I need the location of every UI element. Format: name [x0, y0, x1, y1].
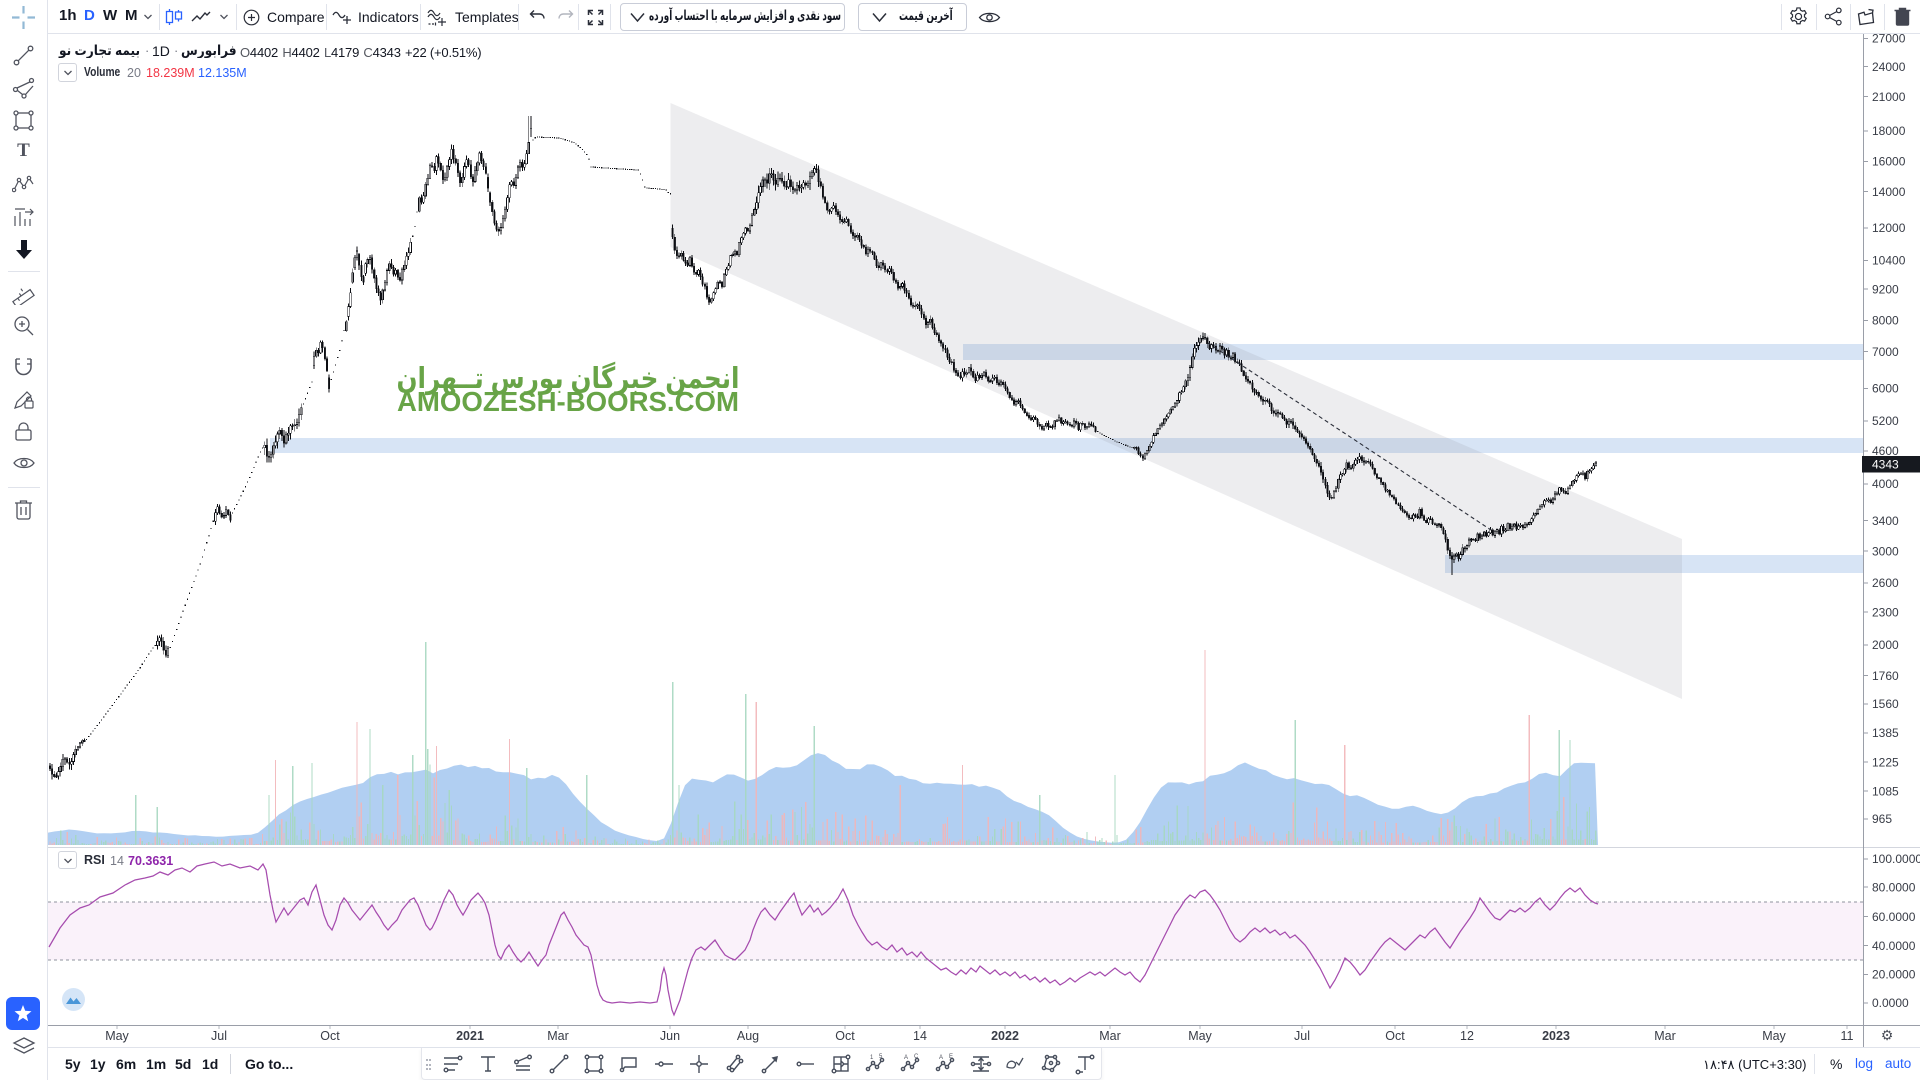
svg-text:Jul: Jul: [211, 1029, 227, 1043]
svg-text:965: 965: [1872, 812, 1892, 826]
svg-text:Jul: Jul: [1294, 1029, 1310, 1043]
svg-text:27000: 27000: [1872, 32, 1906, 46]
svg-text:1385: 1385: [1872, 726, 1899, 740]
svg-text:A: A: [904, 1055, 908, 1061]
svg-text:2000: 2000: [1872, 638, 1899, 652]
svg-text:3000: 3000: [1872, 544, 1899, 558]
svg-text:May: May: [1762, 1029, 1786, 1043]
svg-text:2022: 2022: [991, 1029, 1019, 1043]
svg-text:Oct: Oct: [1385, 1029, 1405, 1043]
svg-text:May: May: [1188, 1029, 1212, 1043]
svg-text:4343: 4343: [1872, 458, 1899, 472]
svg-text:Aug: Aug: [737, 1029, 759, 1043]
svg-text:8000: 8000: [1872, 314, 1899, 328]
svg-text:Mar: Mar: [1654, 1029, 1676, 1043]
svg-text:16000: 16000: [1872, 155, 1906, 169]
svg-text:14: 14: [913, 1029, 927, 1043]
svg-text:11: 11: [1841, 1029, 1854, 1043]
svg-text:12: 12: [1460, 1029, 1474, 1043]
svg-text:May: May: [105, 1029, 129, 1043]
svg-text:2023: 2023: [1542, 1029, 1570, 1043]
svg-text:1: 1: [870, 1055, 874, 1061]
svg-text:4000: 4000: [1872, 477, 1899, 491]
svg-text:3400: 3400: [1872, 514, 1899, 528]
svg-text:AMOOZESH-BOORS.COM: AMOOZESH-BOORS.COM: [397, 386, 739, 417]
svg-text:12000: 12000: [1872, 221, 1906, 235]
svg-text:1225: 1225: [1872, 755, 1899, 769]
svg-text:5: 5: [879, 1054, 883, 1060]
svg-text:1760: 1760: [1872, 669, 1899, 683]
svg-text:80.0000: 80.0000: [1872, 880, 1916, 894]
svg-text:Jun: Jun: [660, 1029, 680, 1043]
svg-text:2021: 2021: [456, 1029, 484, 1043]
svg-text:2300: 2300: [1872, 605, 1899, 619]
svg-text:21000: 21000: [1872, 90, 1906, 104]
svg-text:60.0000: 60.0000: [1872, 910, 1916, 924]
svg-text:40.0000: 40.0000: [1872, 939, 1916, 953]
svg-text:0.0000: 0.0000: [1872, 996, 1909, 1010]
svg-text:10400: 10400: [1872, 254, 1906, 268]
svg-text:انجمن خبرگان بورس تــهران: انجمن خبرگان بورس تــهران: [397, 361, 740, 395]
svg-text:2600: 2600: [1872, 576, 1899, 590]
svg-text:18000: 18000: [1872, 124, 1906, 138]
svg-text:24000: 24000: [1872, 60, 1906, 74]
svg-text:100.0000: 100.0000: [1872, 852, 1920, 866]
svg-text:1560: 1560: [1872, 697, 1899, 711]
svg-text:E: E: [949, 1054, 953, 1060]
svg-text:Oct: Oct: [835, 1029, 855, 1043]
svg-text:Mar: Mar: [547, 1029, 569, 1043]
svg-text:C: C: [914, 1054, 919, 1060]
svg-text:20.0000: 20.0000: [1872, 968, 1916, 982]
svg-text:A: A: [939, 1055, 943, 1061]
svg-text:4600: 4600: [1872, 444, 1899, 458]
svg-text:⚙: ⚙: [1881, 1027, 1894, 1043]
svg-text:Mar: Mar: [1099, 1029, 1121, 1043]
svg-text:6000: 6000: [1872, 382, 1899, 396]
svg-text:1085: 1085: [1872, 784, 1899, 798]
svg-text:5200: 5200: [1872, 414, 1899, 428]
svg-text:9200: 9200: [1872, 282, 1899, 296]
svg-text:14000: 14000: [1872, 185, 1906, 199]
svg-text:7000: 7000: [1872, 345, 1899, 359]
svg-text:Oct: Oct: [320, 1029, 340, 1043]
